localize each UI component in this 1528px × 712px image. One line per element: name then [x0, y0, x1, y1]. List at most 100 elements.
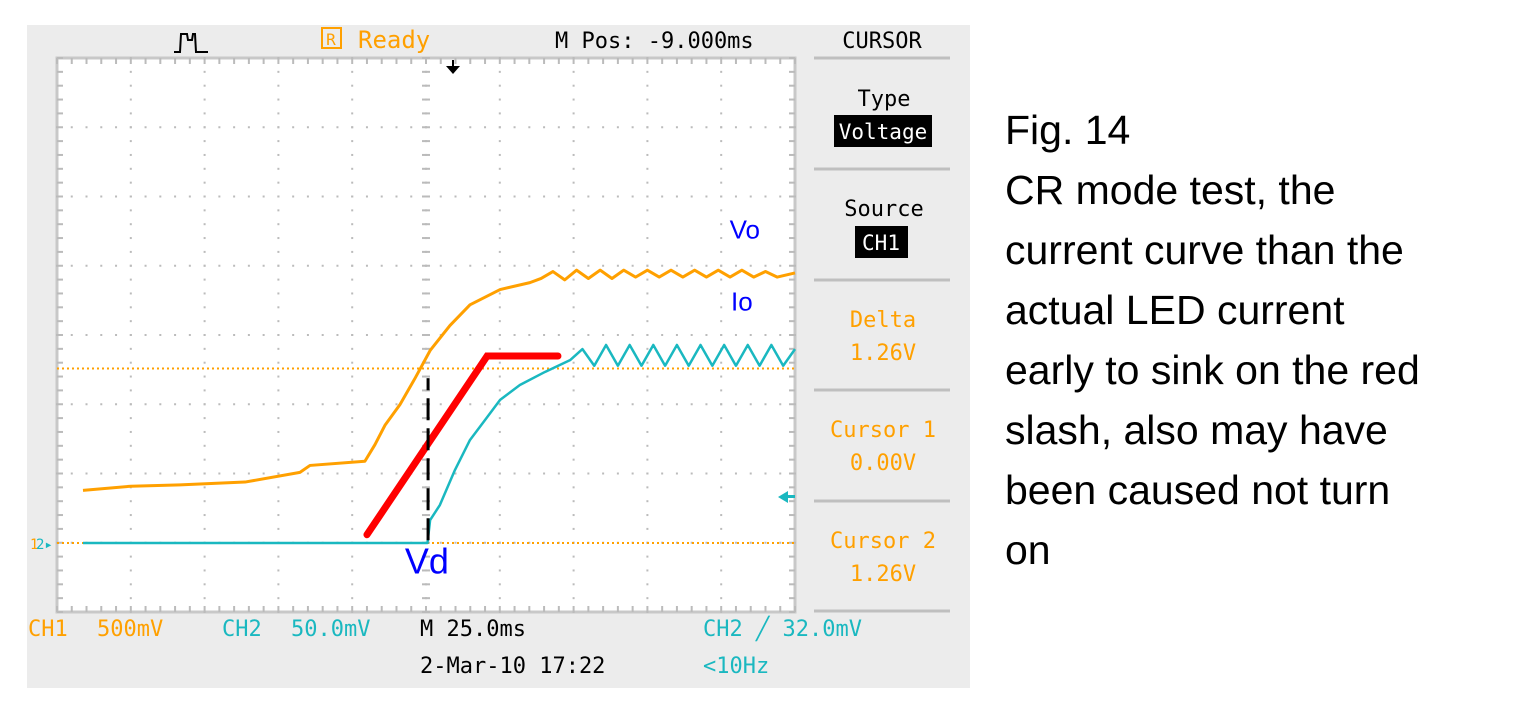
- grid-dot: [351, 514, 354, 517]
- grid-dot: [734, 195, 737, 198]
- ch2-trace: [82, 343, 797, 545]
- grid-dot: [779, 264, 782, 267]
- menu-item-delta[interactable]: Delta 1.26V: [850, 308, 916, 366]
- grid-dot: [188, 403, 191, 406]
- grid-dot: [646, 375, 649, 378]
- grid-dot: [572, 223, 575, 226]
- grid-dot: [498, 112, 501, 115]
- grid-dot: [292, 403, 295, 406]
- grid-dot: [690, 472, 693, 475]
- grid-dot: [528, 334, 531, 336]
- edge-tick: [57, 167, 63, 170]
- edge-tick: [749, 606, 752, 612]
- caption-line: been caused not turn: [1005, 467, 1391, 513]
- edge-tick: [188, 58, 191, 64]
- edge-tick: [705, 58, 708, 64]
- grid-dot: [203, 444, 206, 447]
- menu-item-source[interactable]: Source CH1: [844, 197, 924, 258]
- center-tick: [422, 417, 430, 420]
- edge-tick: [572, 58, 575, 64]
- grid-dot: [115, 264, 118, 267]
- grid-dot: [543, 264, 546, 267]
- grid-dot: [749, 195, 752, 198]
- caption-line: CR mode test, the: [1005, 167, 1336, 213]
- menu-item-label: Source: [844, 197, 923, 222]
- grid-dot: [720, 555, 723, 558]
- grid-dot: [351, 126, 354, 129]
- grid-dot: [484, 541, 487, 544]
- grid-dot: [749, 264, 752, 267]
- menu-item-cursor-1[interactable]: Cursor 1 0.00V: [830, 418, 936, 476]
- date-time: 2-Mar-10 17:22: [420, 654, 605, 679]
- menu-item-cursor-2[interactable]: Cursor 2 1.26V: [830, 529, 936, 587]
- edge-tick: [616, 58, 619, 64]
- grid-dot: [484, 126, 487, 129]
- edge-tick: [277, 606, 280, 612]
- grid-dot: [572, 430, 575, 433]
- edge-tick: [218, 58, 221, 64]
- menu-item-type[interactable]: Type Voltage: [834, 87, 932, 147]
- edge-tick: [705, 606, 708, 612]
- edge-tick: [292, 606, 295, 612]
- grid-dot: [203, 347, 206, 350]
- grid-dot: [646, 555, 649, 558]
- grid-dot: [277, 223, 280, 226]
- grid-dot: [129, 500, 132, 503]
- center-tick: [422, 347, 430, 350]
- grid-dot: [351, 486, 354, 489]
- grid-dot: [543, 541, 546, 544]
- grid-dot: [616, 126, 619, 129]
- grid-dot: [720, 112, 723, 115]
- grid-dot: [646, 195, 649, 198]
- grid-dot: [498, 389, 501, 392]
- edge-tick: [789, 527, 795, 530]
- grid-dot: [351, 223, 354, 226]
- grid-dot: [174, 472, 177, 475]
- grid-dot: [646, 237, 649, 240]
- grid-dot: [572, 444, 575, 447]
- grid-dot: [498, 361, 501, 364]
- grid-dot: [277, 292, 280, 295]
- grid-dot: [764, 126, 767, 129]
- grid-dot: [351, 458, 354, 461]
- grid-dot: [277, 430, 280, 433]
- edge-tick: [789, 223, 795, 226]
- grid-dot: [646, 430, 649, 433]
- grid-dot: [277, 514, 280, 517]
- edge-tick: [789, 347, 795, 350]
- grid-dot: [646, 486, 649, 489]
- edge-tick: [789, 292, 795, 295]
- grid-dot: [351, 140, 354, 143]
- grid-dot: [277, 237, 280, 240]
- grid-dot: [277, 126, 280, 129]
- grid-dot: [203, 430, 206, 433]
- grid-dot: [720, 403, 723, 406]
- edge-tick: [631, 58, 634, 64]
- grid-dot: [203, 84, 206, 87]
- grid-dot: [203, 597, 206, 600]
- grid-dot: [203, 306, 206, 309]
- grid-dot: [70, 195, 73, 198]
- grid-dot: [277, 320, 280, 323]
- edge-tick: [410, 58, 413, 64]
- grid-dot: [498, 98, 501, 101]
- grid-dot: [159, 264, 162, 267]
- edge-tick: [85, 58, 88, 64]
- grid-dot: [675, 403, 678, 406]
- grid-dot: [720, 514, 723, 517]
- grid-dot: [616, 264, 619, 267]
- center-tick: [422, 70, 430, 73]
- edge-tick: [129, 58, 132, 64]
- edge-tick: [57, 417, 63, 420]
- grid-dot: [498, 237, 501, 240]
- grid-dot: [203, 126, 206, 129]
- grid-dot: [144, 264, 147, 267]
- edge-tick: [57, 292, 63, 295]
- grid-dot: [572, 361, 575, 364]
- grid-dot: [749, 403, 752, 406]
- grid-dot: [203, 514, 206, 517]
- grid-dot: [277, 84, 280, 87]
- grid-dot: [218, 195, 221, 198]
- trigger-info: CH2 ╱ 32.0mV: [703, 615, 862, 642]
- edge-tick: [528, 606, 531, 612]
